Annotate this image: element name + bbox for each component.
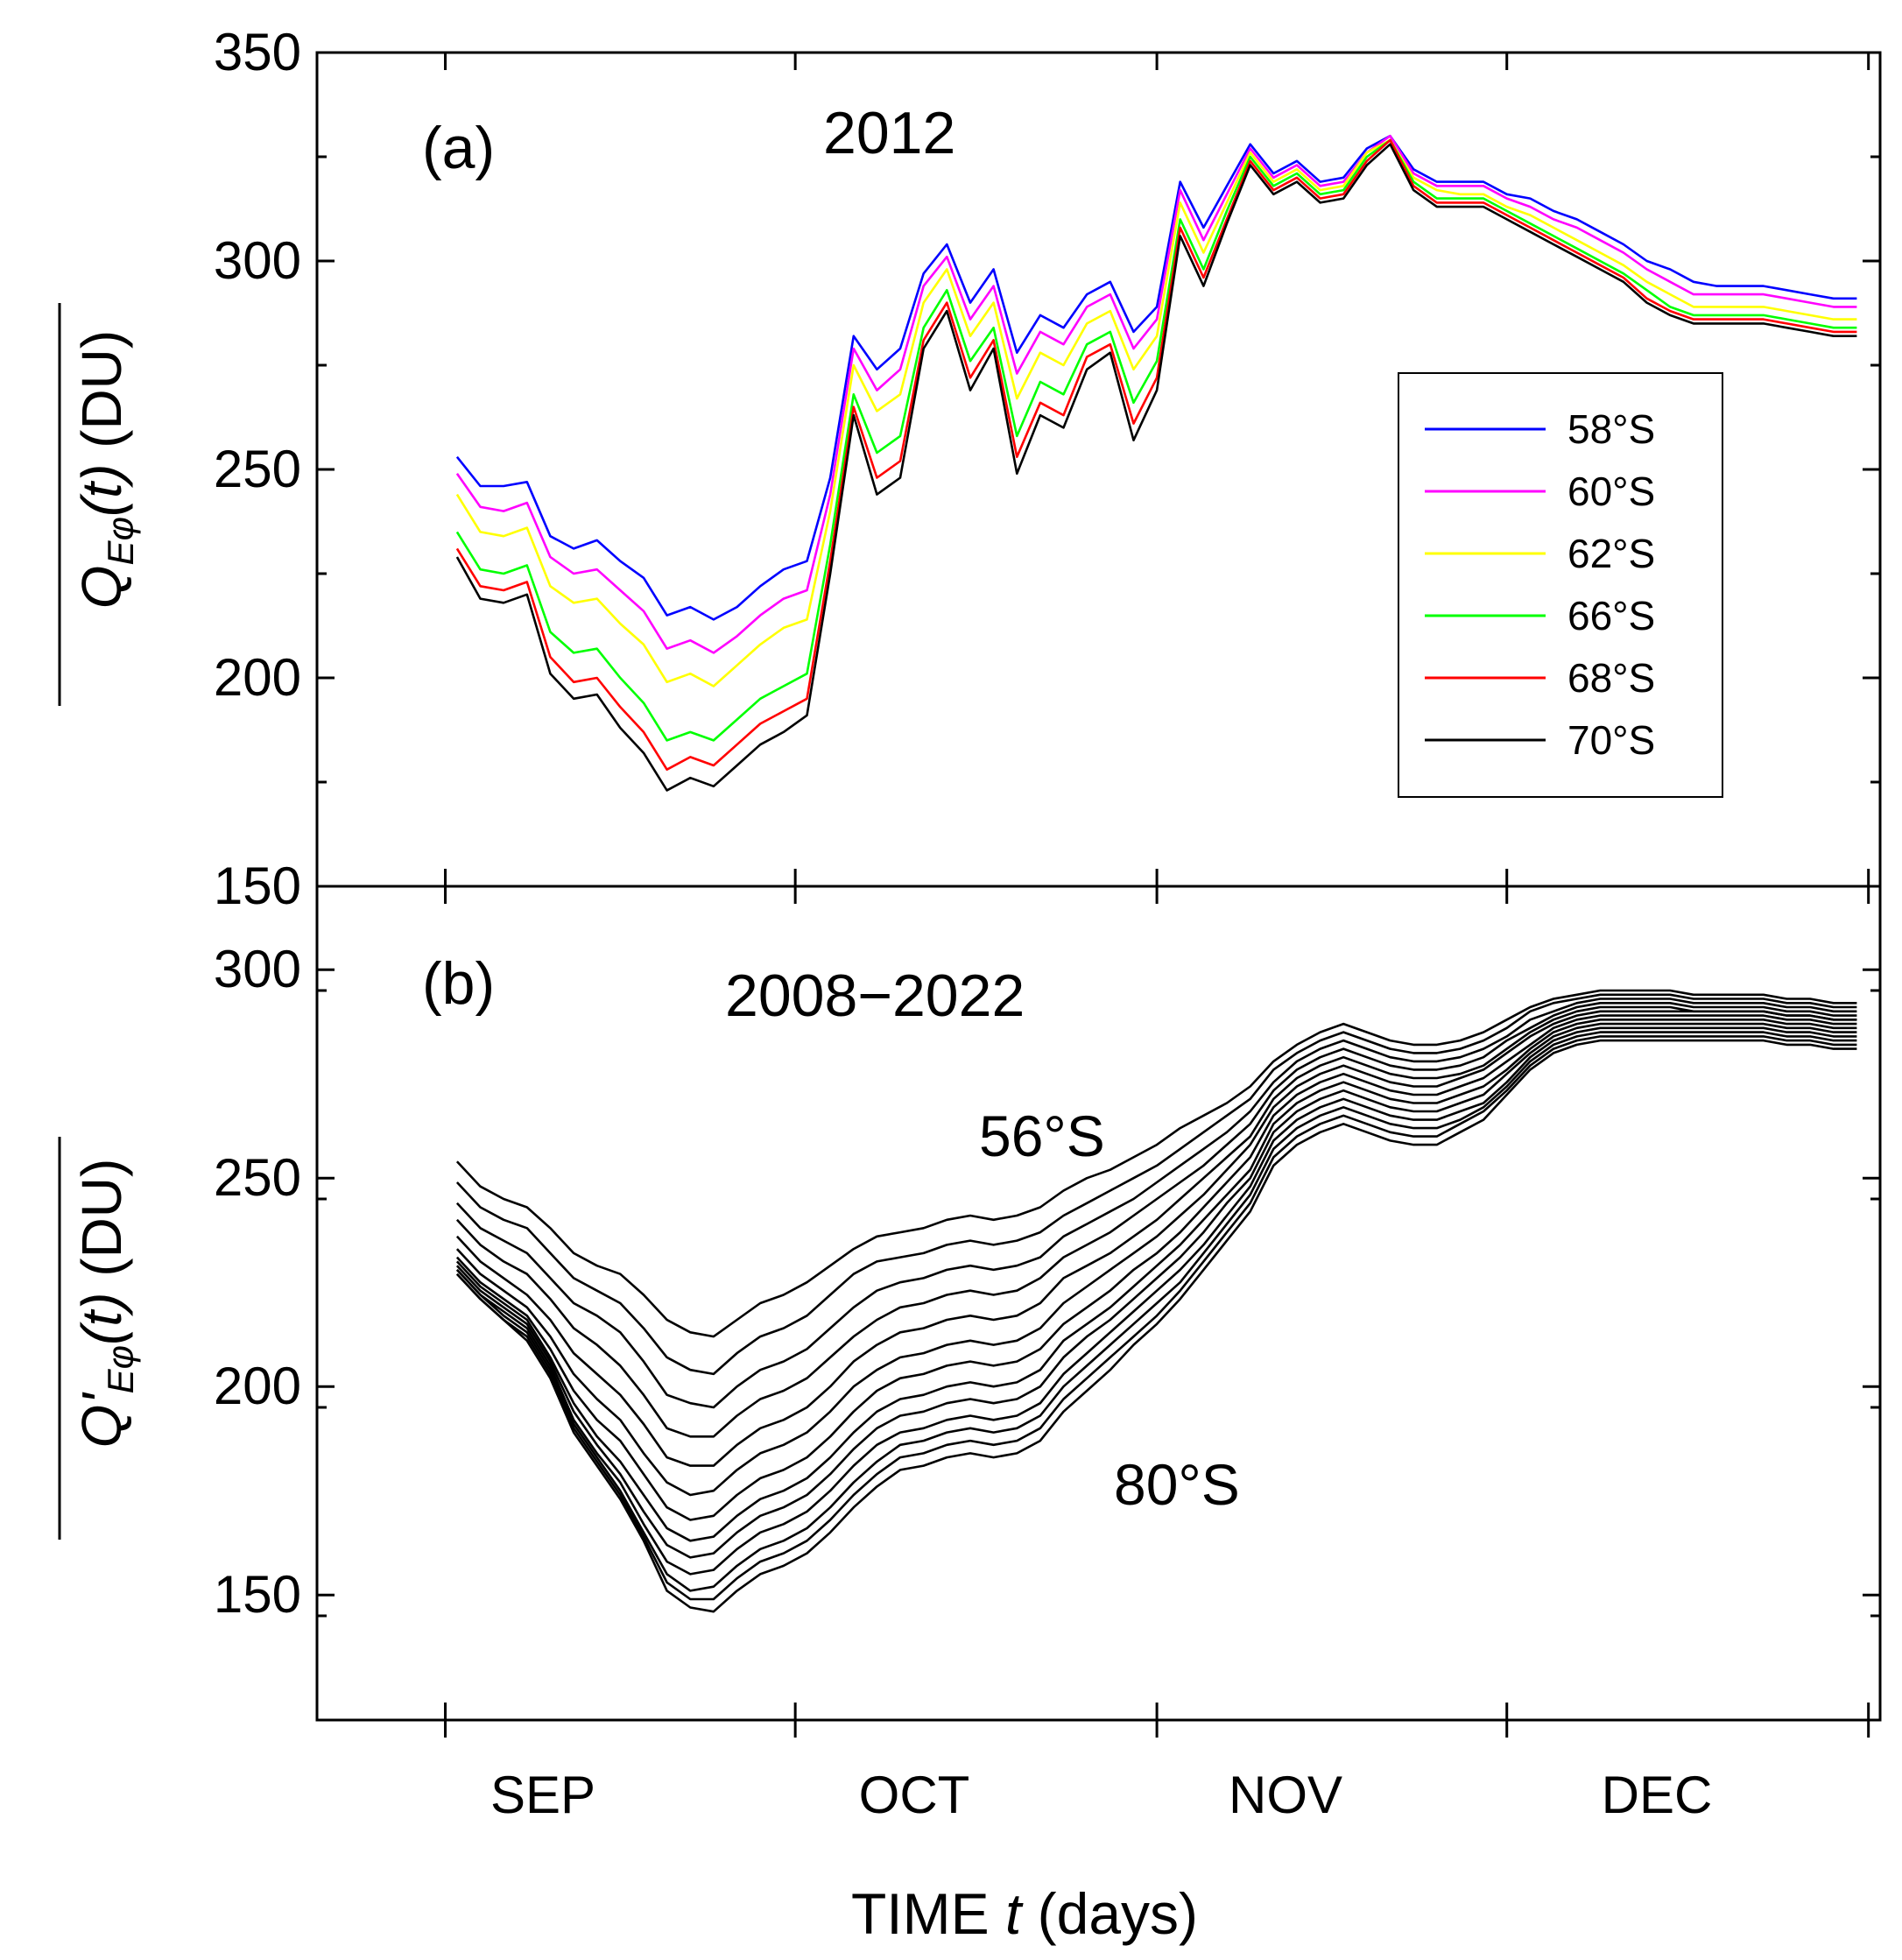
legend-label: 62°S (1567, 531, 1655, 576)
month-label-sep: SEP (490, 1766, 595, 1824)
month-label-nov: NOV (1229, 1766, 1342, 1824)
y-tick-label: 200 (214, 1357, 301, 1415)
x-axis-label: TIME t (days) (851, 1881, 1198, 1946)
y-tick-label: 300 (214, 940, 301, 998)
series-line-70deg-s (455, 1019, 1857, 1542)
panel-b-ticks: 150 200 250 300 (214, 886, 1880, 1720)
month-label-oct: OCT (859, 1766, 970, 1824)
legend-items: 58°S 60°S 62°S 66°S 68°S 70°S (1425, 406, 1655, 763)
series-line-58deg-s (455, 993, 1857, 1376)
series-line-66deg-s (455, 1010, 1857, 1497)
y-tick-label: 350 (214, 23, 301, 81)
panel-a-ticks: 150 200 250 300 350 (214, 23, 1880, 915)
series-line-56deg-s (455, 989, 1857, 1338)
series-line-64deg-s (455, 1005, 1857, 1467)
month-labels: SEP OCT NOV DEC (490, 1766, 1712, 1824)
y-tick-label: 150 (214, 1565, 301, 1624)
panel-b-frame (315, 885, 1882, 1722)
svg-text:Q'Eφ(t) (DU): Q'Eφ(t) (DU) (70, 1159, 141, 1449)
series-line-72deg-s (455, 1022, 1857, 1559)
panel-b: 150 200 250 300 (b) 2008−2022 56°S 80°S (214, 885, 1882, 1722)
panel-a-label: (a) (422, 115, 495, 181)
series-line-68deg-s (455, 138, 1857, 772)
month-ticks (444, 1720, 1870, 1738)
series-line-76deg-s (455, 1031, 1857, 1592)
panel-a-series (455, 134, 1857, 792)
legend-box (1398, 372, 1723, 798)
legend-label: 58°S (1567, 406, 1655, 452)
panel-a-title: 2012 (823, 100, 955, 166)
series-line-80deg-s (455, 1039, 1857, 1613)
series-line-70deg-s (455, 143, 1857, 792)
panel-b-label: (b) (422, 950, 495, 1017)
series-line-62deg-s (455, 138, 1857, 687)
annotation-56s: 56°S (979, 1103, 1105, 1168)
series-line-58deg-s (455, 134, 1857, 621)
svg-text:QEφ(t) (DU): QEφ(t) (DU) (70, 330, 141, 609)
legend-label: 70°S (1567, 717, 1655, 763)
legend-label: 60°S (1567, 469, 1655, 514)
annotation-80s: 80°S (1114, 1452, 1240, 1517)
y-axis-label-a: QEφ(t) (DU) (58, 303, 141, 706)
series-line-78deg-s (455, 1035, 1857, 1601)
legend-label: 66°S (1567, 593, 1655, 638)
y-tick-label: 250 (214, 1148, 301, 1207)
y-tick-label: 250 (214, 440, 301, 498)
legend-label: 68°S (1567, 655, 1655, 701)
series-line-60deg-s (455, 998, 1857, 1409)
series-line-66deg-s (455, 138, 1857, 742)
legend: 58°S 60°S 62°S 66°S 68°S 70°S (1398, 372, 1723, 798)
y-axis-label-b: Q'Eφ(t) (DU) (58, 1137, 141, 1540)
y-tick-label: 200 (214, 648, 301, 707)
series-line-60deg-s (455, 134, 1857, 654)
panel-b-series (455, 989, 1857, 1613)
series-line-68deg-s (455, 1014, 1857, 1521)
panel-b-title: 2008−2022 (725, 962, 1025, 1029)
month-label-dec: DEC (1602, 1766, 1713, 1824)
series-line-74deg-s (455, 1026, 1857, 1576)
y-tick-label: 300 (214, 231, 301, 290)
panel-a: 150 200 250 300 350 (a) 2012 58°S 60°S 62°S 66°… (214, 23, 1882, 915)
series-line-62deg-s (455, 1002, 1857, 1438)
y-tick-label: 150 (214, 857, 301, 915)
